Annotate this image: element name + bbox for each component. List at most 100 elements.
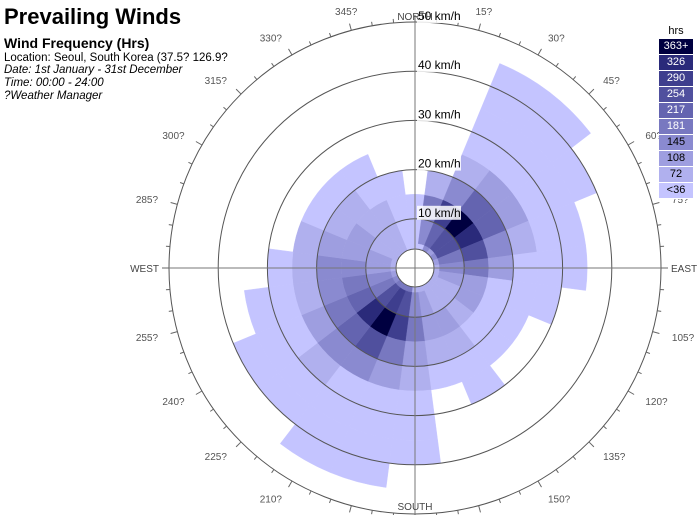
angle-tick (235, 441, 242, 448)
compass-north: NORTH (397, 12, 432, 23)
angle-tick (478, 505, 481, 513)
legend-entry: 217 (659, 103, 693, 119)
angle-tick (498, 32, 501, 38)
angle-tick (652, 202, 660, 205)
angle-tick (603, 106, 607, 111)
angle-tick (657, 224, 662, 226)
angle-tick (271, 469, 275, 474)
angle-tick (588, 88, 595, 95)
angle-tick (555, 469, 559, 474)
angle-tick (627, 141, 635, 146)
angle-tick (518, 41, 522, 46)
wind-sectors (232, 63, 598, 488)
angle-label-345: 345? (335, 7, 358, 18)
angle-label-255: 255? (136, 333, 159, 344)
range-label-10: 10 km/h (418, 206, 461, 220)
compass-south: SOUTH (398, 502, 433, 513)
angle-tick (349, 505, 352, 513)
legend-entry: 72 (659, 167, 693, 183)
frequency-legend: hrs 363+ 326 290 254 217 181 145 108 72 <36 (659, 24, 693, 199)
angle-label-120: 120? (645, 397, 668, 408)
angle-tick (209, 408, 214, 412)
location-text: Location: Seoul, South Korea (37.5? 126.… (4, 52, 228, 64)
angle-tick (195, 390, 203, 395)
angle-tick (537, 480, 542, 488)
legend-entry: 326 (659, 55, 693, 71)
angle-tick (371, 21, 373, 26)
range-label-bg (417, 156, 461, 171)
angle-tick (616, 408, 621, 412)
angle-tick (209, 124, 214, 128)
compass-east: EAST (671, 264, 697, 275)
angle-tick (195, 141, 203, 146)
chart-subtitle: Wind Frequency (Hrs) (4, 35, 150, 51)
angle-tick (170, 331, 178, 334)
angle-label-15: 15? (476, 7, 493, 18)
angle-tick (603, 425, 607, 430)
angle-tick (518, 490, 522, 495)
angle-label-330: 330? (260, 34, 283, 45)
angle-tick (288, 480, 293, 488)
angle-tick (179, 351, 185, 354)
legend-entry: 254 (659, 87, 693, 103)
angle-label-225: 225? (205, 452, 228, 463)
angle-tick (572, 456, 577, 460)
legend-entry: 145 (659, 135, 693, 151)
angle-tick (329, 32, 332, 38)
legend-entry: 181 (659, 119, 693, 135)
time-range-text: Time: 00:00 - 24:00 (4, 77, 104, 89)
legend-entry: <36 (659, 183, 693, 199)
angle-label-30: 30? (548, 34, 565, 45)
angle-label-240: 240? (162, 397, 185, 408)
angle-tick (637, 161, 642, 165)
angle-tick (572, 76, 577, 80)
angle-tick (253, 456, 258, 460)
angle-tick (271, 62, 275, 67)
angle-label-105: 105? (672, 333, 695, 344)
angle-tick (478, 23, 481, 31)
angle-tick (253, 76, 258, 80)
angle-tick (170, 202, 178, 205)
angle-tick (349, 23, 352, 31)
angle-label-300: 300? (162, 131, 185, 142)
angle-label-135: 135? (603, 452, 626, 463)
range-label-bg (417, 9, 465, 23)
angle-tick (168, 310, 173, 312)
chart-title: Prevailing Winds (4, 4, 182, 29)
angle-tick (555, 62, 559, 67)
range-label-bg (417, 58, 461, 73)
date-range-text: Date: 1st January - 31st December (4, 64, 183, 76)
angle-tick (637, 371, 642, 375)
range-label-30: 30 km/h (418, 107, 461, 121)
angle-tick (645, 182, 651, 185)
angle-tick (188, 161, 193, 165)
angle-label-315: 315? (205, 76, 228, 87)
angle-tick (645, 351, 651, 354)
legend-entry: 363+ (659, 39, 693, 55)
angle-tick (288, 48, 293, 56)
angle-tick (223, 425, 227, 430)
angle-tick (235, 88, 242, 95)
range-label-bg (417, 107, 461, 122)
angle-label-75: 75? (672, 195, 689, 206)
legend-entry: 108 (659, 151, 693, 167)
legend-unit: hrs (668, 25, 684, 37)
polar-labels: 10 km/h 20 km/h 30 km/h 40 km/h 50 km/hNORTH… (130, 7, 697, 513)
angle-tick (588, 441, 595, 448)
angle-tick (308, 41, 312, 46)
credit-text: ?Weather Manager (4, 90, 103, 102)
angle-tick (188, 371, 193, 375)
angle-label-150: 150? (548, 494, 571, 505)
range-label-50: 50 km/h (418, 9, 461, 23)
angle-label-45: 45? (603, 76, 620, 87)
angle-tick (627, 390, 635, 395)
angle-tick (223, 106, 227, 111)
range-label-40: 40 km/h (418, 58, 461, 72)
angle-tick (616, 124, 621, 128)
angle-tick (657, 310, 662, 312)
angle-tick (457, 510, 459, 515)
angle-tick (179, 182, 185, 185)
legend-scale: 363+ 326 290 254 217 181 145 108 72 <36 (659, 39, 693, 199)
angle-label-60: 60? (645, 131, 662, 142)
